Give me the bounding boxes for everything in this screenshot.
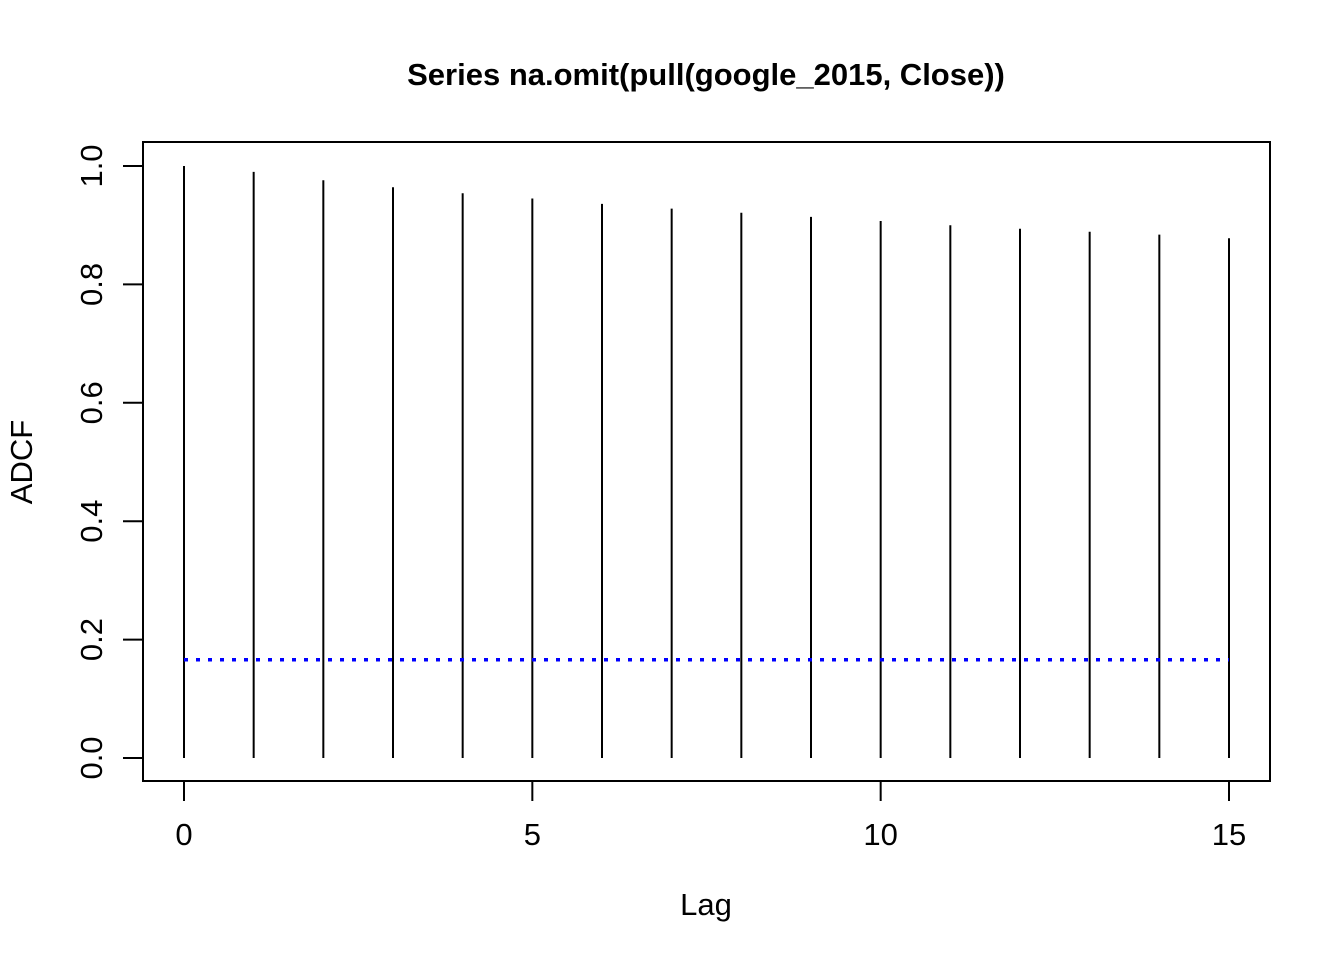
y-axis-label: ADCF bbox=[4, 420, 39, 504]
bars-group bbox=[183, 166, 1230, 758]
x-tick-label: 0 bbox=[175, 817, 192, 852]
y-tick-label: 0.4 bbox=[74, 500, 109, 543]
x-axis-label: Lag bbox=[680, 887, 732, 922]
x-tick-label: 5 bbox=[524, 817, 541, 852]
chart-title: Series na.omit(pull(google_2015, Close)) bbox=[407, 57, 1005, 92]
x-tick-label: 10 bbox=[863, 817, 897, 852]
plot-frame bbox=[142, 141, 1271, 782]
x-tick-label: 15 bbox=[1212, 817, 1246, 852]
y-tick-label: 0.8 bbox=[74, 263, 109, 306]
y-tick-label: 1.0 bbox=[74, 144, 109, 187]
y-tick-label: 0.6 bbox=[74, 381, 109, 424]
y-axis: 0.0 0.2 0.4 0.6 0.8 1.0 bbox=[74, 144, 144, 780]
x-axis: 0 5 10 15 bbox=[175, 780, 1246, 852]
y-tick-label: 0.0 bbox=[74, 736, 109, 779]
y-tick-label: 0.2 bbox=[74, 618, 109, 661]
